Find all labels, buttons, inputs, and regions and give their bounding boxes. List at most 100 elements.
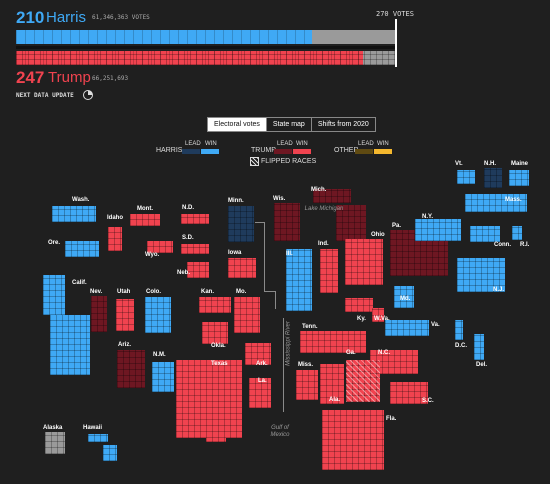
state-label-mont: Mont.: [137, 206, 153, 212]
state-n-j[interactable]: [457, 258, 505, 292]
state-label-d-c: D.C.: [455, 343, 467, 349]
state-ky[interactable]: [345, 298, 373, 312]
threshold-label: 270 VOTES: [376, 10, 414, 18]
state-n-d[interactable]: [181, 214, 209, 224]
legend-trump-win-swatch: [293, 149, 311, 154]
state-minn[interactable]: [228, 206, 254, 242]
legend-trump-lead-swatch: [274, 149, 292, 154]
state-texas[interactable]: [176, 360, 242, 438]
flipped-hatch-georgia: [346, 360, 380, 402]
state-label-conn: Conn.: [494, 242, 511, 248]
state-ore[interactable]: [65, 241, 99, 257]
state-label-s-c: S.C.: [422, 398, 434, 404]
state-label-pa: Pa.: [392, 223, 402, 229]
state-d-c[interactable]: [455, 320, 463, 340]
state-calif[interactable]: [43, 275, 65, 315]
state-la[interactable]: [249, 378, 271, 408]
state-alaska[interactable]: [45, 432, 65, 454]
state-r-i[interactable]: [512, 226, 522, 240]
state-iowa[interactable]: [228, 258, 256, 278]
state-md[interactable]: [394, 286, 414, 308]
harris-bar: [16, 30, 395, 44]
state-utah[interactable]: [116, 299, 134, 331]
state-okla[interactable]: [202, 322, 228, 344]
state-ill[interactable]: [286, 249, 312, 311]
trump-popular-votes: 66,251,693: [92, 75, 129, 82]
state-label-mass: Mass.: [505, 197, 522, 203]
state-neb[interactable]: [187, 262, 209, 278]
state-n-h[interactable]: [484, 168, 502, 188]
state-ohio[interactable]: [345, 239, 383, 285]
state-nev[interactable]: [91, 296, 107, 332]
legend-harris-lead-head: LEAD: [185, 141, 201, 147]
state-hawaii-part[interactable]: [103, 445, 117, 461]
river-line-1: [255, 222, 265, 223]
state-kan[interactable]: [199, 297, 231, 313]
state-label-okla: Okla.: [211, 343, 226, 349]
state-s-d[interactable]: [181, 244, 209, 254]
state-label-alaska: Alaska: [43, 425, 63, 431]
state-label-ala: Ala.: [329, 397, 341, 403]
state-label-md: Md.: [400, 296, 411, 302]
state-mich-part[interactable]: [336, 205, 366, 241]
state-label-mo: Mo.: [236, 289, 247, 295]
state-ind[interactable]: [320, 249, 338, 293]
tab-state-map[interactable]: State map: [266, 118, 312, 131]
state-del[interactable]: [474, 334, 484, 360]
tab-electoral-votes[interactable]: Electoral votes: [208, 118, 267, 131]
state-label-ore: Ore.: [48, 240, 61, 246]
state-label-minn: Minn.: [228, 198, 244, 204]
state-wyo[interactable]: [147, 241, 173, 253]
state-label-calif: Calif.: [72, 280, 87, 286]
state-label-ga: Ga.: [346, 350, 356, 356]
legend-trump-win-head: WIN: [296, 141, 308, 147]
state-mont[interactable]: [130, 214, 160, 226]
harris-ev-count: 210: [16, 8, 45, 27]
state-mass[interactable]: [465, 194, 527, 212]
state-va[interactable]: [385, 320, 429, 336]
state-texas-part[interactable]: [206, 438, 226, 442]
state-w-va[interactable]: [372, 308, 384, 322]
state-n-c[interactable]: [370, 350, 418, 374]
state-label-ohio: Ohio: [371, 232, 385, 238]
state-n-m[interactable]: [152, 362, 174, 392]
state-vt[interactable]: [457, 170, 475, 184]
state-miss[interactable]: [296, 370, 318, 400]
trump-name: Trump: [48, 69, 91, 86]
state-n-y[interactable]: [415, 219, 461, 241]
legend-other-win-head: WIN: [377, 141, 389, 147]
state-conn[interactable]: [470, 226, 500, 242]
state-maine[interactable]: [509, 170, 529, 186]
threshold-marker: [395, 19, 397, 67]
state-label-colo: Colo.: [146, 289, 161, 295]
state-wis[interactable]: [274, 203, 300, 241]
state-mo[interactable]: [234, 297, 260, 333]
state-fla[interactable]: [322, 410, 384, 470]
state-label-kan: Kan.: [201, 289, 215, 295]
state-wash[interactable]: [52, 206, 96, 222]
state-label-n-h: N.H.: [484, 161, 496, 167]
state-mich[interactable]: [313, 189, 351, 203]
state-hawaii[interactable]: [88, 434, 108, 442]
state-idaho[interactable]: [108, 227, 122, 251]
state-label-utah: Utah: [117, 289, 131, 295]
tab-shifts-2020[interactable]: Shifts from 2020: [311, 118, 375, 131]
river-line-2: [264, 222, 265, 292]
state-colo[interactable]: [145, 297, 171, 333]
state-ariz[interactable]: [117, 350, 145, 388]
state-label-mich: Mich.: [311, 187, 327, 193]
state-label-texas: Texas: [211, 361, 228, 367]
trump-ev-count: 247: [16, 68, 45, 87]
state-label-ky: Ky.: [357, 316, 366, 322]
legend-other-lead-swatch: [355, 149, 373, 154]
state-tenn[interactable]: [300, 331, 366, 353]
bar-divider: [16, 46, 395, 49]
state-ala[interactable]: [320, 364, 344, 404]
state-s-c[interactable]: [390, 382, 428, 404]
state-ark[interactable]: [245, 343, 271, 365]
legend-harris-win-head: WIN: [205, 141, 217, 147]
state-calif-part[interactable]: [50, 315, 90, 375]
state-label-del: Del.: [476, 362, 488, 368]
legend-trump-lead-head: LEAD: [277, 141, 293, 147]
